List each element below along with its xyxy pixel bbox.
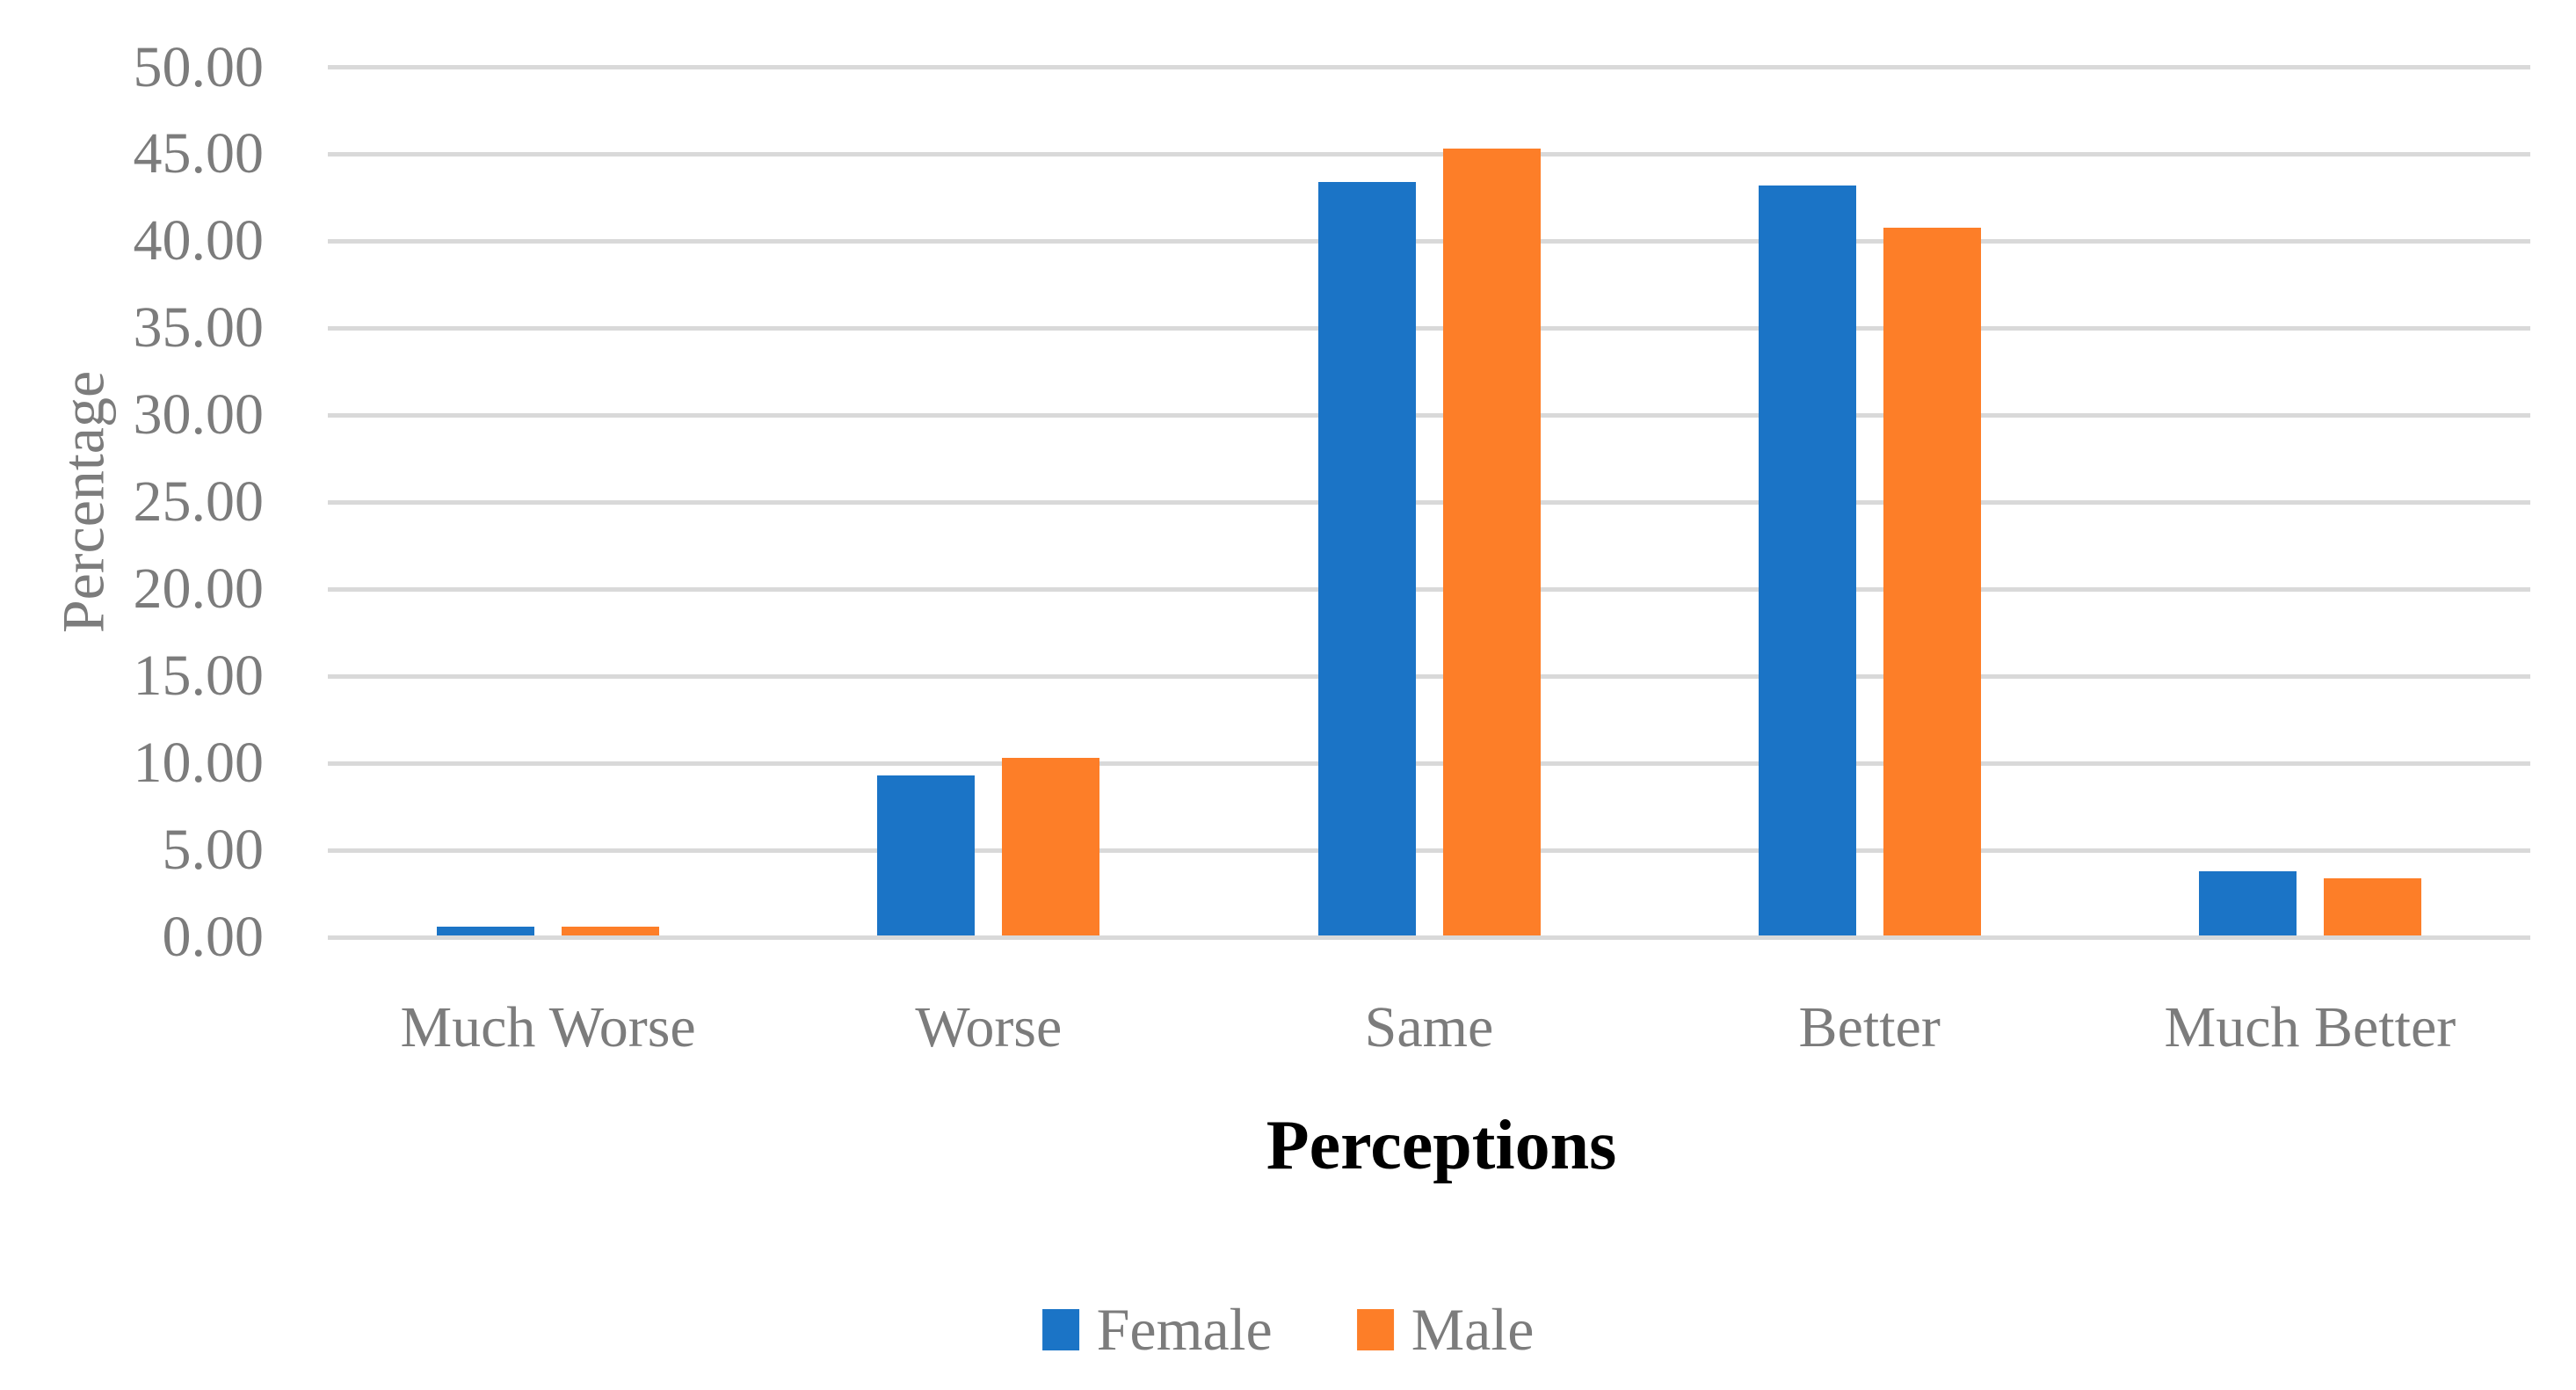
gridline [328,586,2530,592]
bar-female-much-worse [437,927,535,935]
legend-item-female: Female [1041,1296,1273,1363]
bar-female-much-better [2198,870,2297,935]
gridline [328,325,2530,331]
y-tick-label: 5.00 [162,818,265,883]
bar-female-worse [877,775,976,935]
y-tick-label: 20.00 [133,557,265,622]
gridline [328,673,2530,679]
gridline [328,412,2530,418]
y-tick-label: 50.00 [133,34,265,99]
bar-male-much-better [2323,877,2421,935]
bar-male-better [1883,227,1981,935]
male-legend-label: Male [1411,1296,1535,1363]
bar-male-same [1442,149,1541,935]
y-tick-label: 10.00 [133,731,265,796]
bar-male-much-worse [562,927,660,935]
legend-item-male: Male [1356,1296,1535,1363]
bar-female-same [1317,182,1416,935]
x-axis-title: Perceptions [1266,1107,1617,1184]
gridline [328,499,2530,505]
gridline [328,65,2530,69]
female-legend-label: Female [1096,1296,1273,1363]
y-tick-label: 0.00 [162,905,265,969]
bar-male-worse [1002,758,1100,935]
y-tick-label: 25.00 [133,469,265,535]
y-tick-label: 30.00 [133,382,265,448]
gridline [328,935,2530,940]
x-category-label: Same [1364,995,1494,1059]
gridline [328,238,2530,244]
x-category-label: Better [1798,995,1941,1059]
y-tick-label: 45.00 [133,121,265,186]
x-category-label: Much Worse [400,995,696,1059]
male-series-swatch-icon [1356,1308,1394,1350]
bar-female-better [1758,186,1856,935]
y-tick-label: 15.00 [133,644,265,709]
female-series-swatch-icon [1041,1308,1079,1350]
gridline [328,848,2530,853]
y-tick-label: 35.00 [133,295,265,360]
y-tick-label: 40.00 [133,208,265,273]
x-category-label: Much Better [2164,995,2456,1059]
x-category-label: Worse [915,995,1063,1059]
gridline [328,760,2530,766]
legend: Female Male [1041,1296,1535,1363]
gridline [328,151,2530,156]
